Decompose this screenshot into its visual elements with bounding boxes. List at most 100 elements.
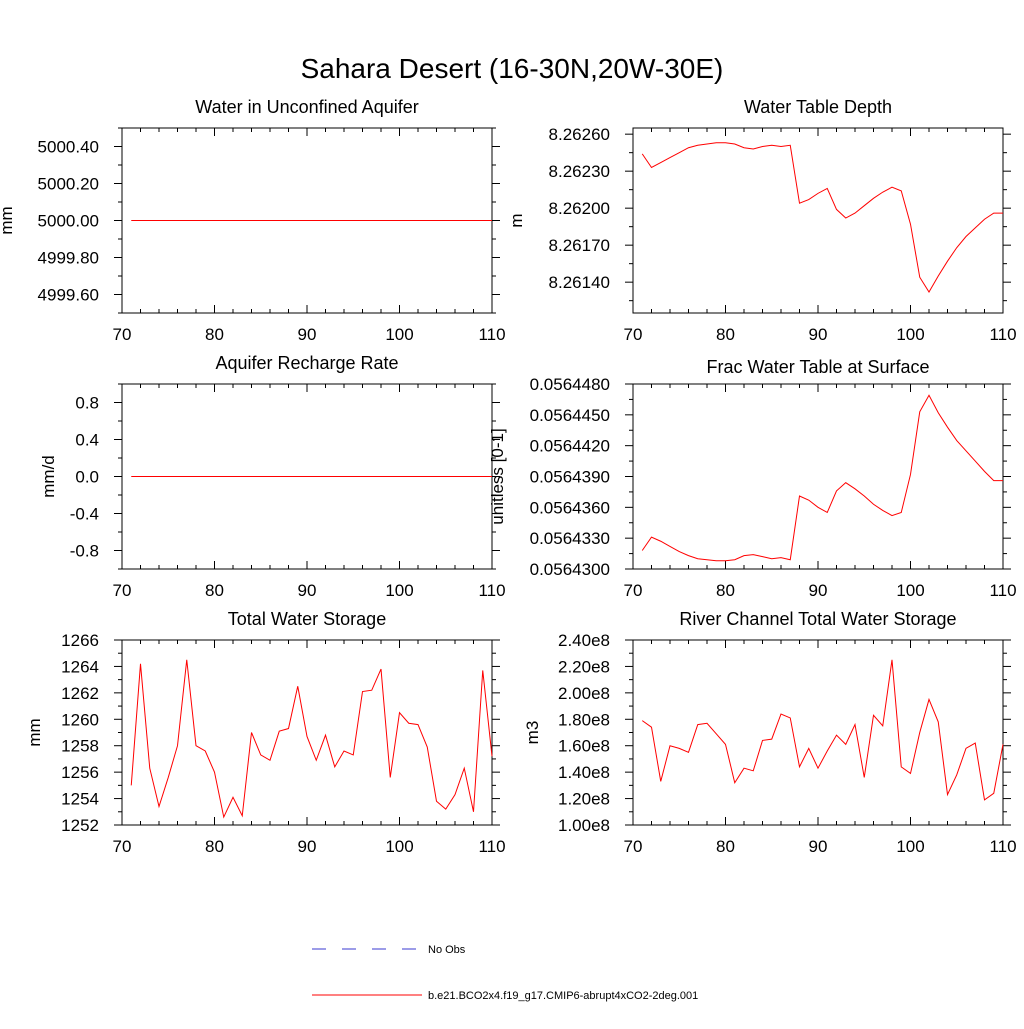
panel-title: Total Water Storage <box>228 609 386 629</box>
y-tick-label: 8.26170 <box>549 236 610 255</box>
y-tick-label: 1262 <box>61 684 99 703</box>
plot-frame <box>632 127 1004 314</box>
y-tick-label: 2.20e8 <box>558 657 610 676</box>
x-tick-label: 90 <box>809 325 828 344</box>
x-tick-label: 70 <box>113 837 132 856</box>
legend-obs-label: No Obs <box>428 944 466 956</box>
panel-title: River Channel Total Water Storage <box>679 609 956 629</box>
x-tick-label: 90 <box>298 837 317 856</box>
y-tick-label: 1258 <box>61 737 99 756</box>
y-axis-label: m <box>507 213 526 227</box>
y-tick-label: 8.26140 <box>549 273 610 292</box>
x-tick-label: 110 <box>478 581 505 600</box>
y-tick-label: 0.8 <box>75 394 99 413</box>
series-line-model <box>641 394 1003 562</box>
x-tick-label: 90 <box>809 837 828 856</box>
y-tick-label: 5000.20 <box>38 175 99 194</box>
legend: No Obs b.e21.BCO2x4.f19_g17.CMIP6-abrupt… <box>312 944 698 1002</box>
y-axis-label: m3 <box>523 721 542 745</box>
x-tick-label: 100 <box>385 325 413 344</box>
series-line-model <box>641 142 1003 294</box>
panel-title: Water Table Depth <box>744 97 892 117</box>
plot-frame <box>632 639 1004 826</box>
chart-panel-3: Aquifer Recharge Rate mm/d 70 80 90 100 110 -0.… <box>39 353 506 600</box>
x-tick-label: 70 <box>113 325 132 344</box>
y-tick-label: 1254 <box>61 790 99 809</box>
y-tick-label: 0.0564390 <box>530 468 610 487</box>
x-tick-label: 90 <box>809 581 828 600</box>
y-tick-label: 0.4 <box>75 431 99 450</box>
x-tick-label: 70 <box>624 581 643 600</box>
y-tick-label: 0.0564360 <box>530 498 610 517</box>
y-tick-label: 0.0 <box>75 468 99 487</box>
x-tick-label: 80 <box>716 581 735 600</box>
y-tick-label: 1256 <box>61 763 99 782</box>
x-tick-label: 100 <box>896 581 924 600</box>
plot-frame <box>121 639 493 826</box>
y-tick-label: 2.00e8 <box>558 684 610 703</box>
y-tick-label: 4999.60 <box>38 286 99 305</box>
y-tick-label: 1266 <box>61 631 99 650</box>
panel-title: Aquifer Recharge Rate <box>215 353 398 373</box>
y-tick-label: 0.0564450 <box>530 406 610 425</box>
x-tick-label: 100 <box>896 837 924 856</box>
y-axis-label: mm <box>25 718 44 746</box>
y-tick-label: 2.40e8 <box>558 631 610 650</box>
panel-title: Water in Unconfined Aquifer <box>195 97 418 117</box>
y-tick-label: 0.0564420 <box>530 437 610 456</box>
x-tick-label: 80 <box>716 325 735 344</box>
x-tick-label: 90 <box>298 581 317 600</box>
y-tick-label: 0.0564330 <box>530 529 610 548</box>
y-tick-label: 5000.40 <box>38 138 99 157</box>
y-tick-label: 0.0564300 <box>530 560 610 579</box>
figure-title: Sahara Desert (16-30N,20W-30E) <box>301 53 724 84</box>
x-tick-label: 100 <box>385 837 413 856</box>
x-tick-label: 100 <box>896 325 924 344</box>
y-tick-label: 0.0564480 <box>530 375 610 394</box>
y-axis-label: mm/d <box>39 455 58 498</box>
y-tick-label: 1252 <box>61 816 99 835</box>
x-tick-label: 80 <box>205 581 224 600</box>
x-tick-label: 70 <box>624 837 643 856</box>
series-line-model <box>130 659 493 819</box>
x-tick-label: 110 <box>478 837 505 856</box>
x-tick-label: 80 <box>716 837 735 856</box>
series-line-model <box>641 659 1004 801</box>
chart-panel-5: Total Water Storage mm 70 80 90 100 110 1252 125… <box>25 609 506 856</box>
panels: Water in Unconfined Aquifer mm 70 80 90 100 11… <box>0 97 1017 856</box>
y-tick-label: 1.00e8 <box>558 816 610 835</box>
chart-panel-4: Frac Water Table at Surface unitless [0-1… <box>488 357 1017 600</box>
y-tick-label: 1260 <box>61 710 99 729</box>
y-tick-label: 8.26260 <box>549 125 610 144</box>
y-axis-label: mm <box>0 206 16 234</box>
y-tick-label: -0.8 <box>70 542 99 561</box>
x-tick-label: 80 <box>205 325 224 344</box>
x-tick-label: 100 <box>385 581 413 600</box>
y-tick-label: -0.4 <box>70 505 99 524</box>
chart-panel-2: Water Table Depth m 70 80 90 100 110 8.26140 8.2… <box>507 97 1017 344</box>
y-tick-label: 4999.80 <box>38 249 99 268</box>
panel-title: Frac Water Table at Surface <box>706 357 929 377</box>
y-tick-label: 1.60e8 <box>558 737 610 756</box>
y-tick-label: 1.80e8 <box>558 710 610 729</box>
x-tick-label: 80 <box>205 837 224 856</box>
x-tick-label: 70 <box>113 581 132 600</box>
x-tick-label: 110 <box>478 325 505 344</box>
chart-panel-1: Water in Unconfined Aquifer mm 70 80 90 100 11… <box>0 97 506 344</box>
y-tick-label: 8.26230 <box>549 162 610 181</box>
y-axis-label: unitless [0-1] <box>488 428 507 524</box>
x-tick-label: 110 <box>989 581 1016 600</box>
x-tick-label: 110 <box>989 325 1016 344</box>
x-tick-label: 90 <box>298 325 317 344</box>
y-tick-label: 5000.00 <box>38 212 99 231</box>
chart-panel-6: River Channel Total Water Storage m3 70 80 9… <box>523 609 1017 856</box>
y-tick-label: 1264 <box>61 657 99 676</box>
y-tick-label: 1.40e8 <box>558 763 610 782</box>
x-tick-label: 110 <box>989 837 1016 856</box>
legend-model-label: b.e21.BCO2x4.f19_g17.CMIP6-abrupt4xCO2-2… <box>428 990 698 1002</box>
x-tick-label: 70 <box>624 325 643 344</box>
y-tick-label: 1.20e8 <box>558 790 610 809</box>
plot-frame <box>632 383 1004 570</box>
y-tick-label: 8.26200 <box>549 199 610 218</box>
